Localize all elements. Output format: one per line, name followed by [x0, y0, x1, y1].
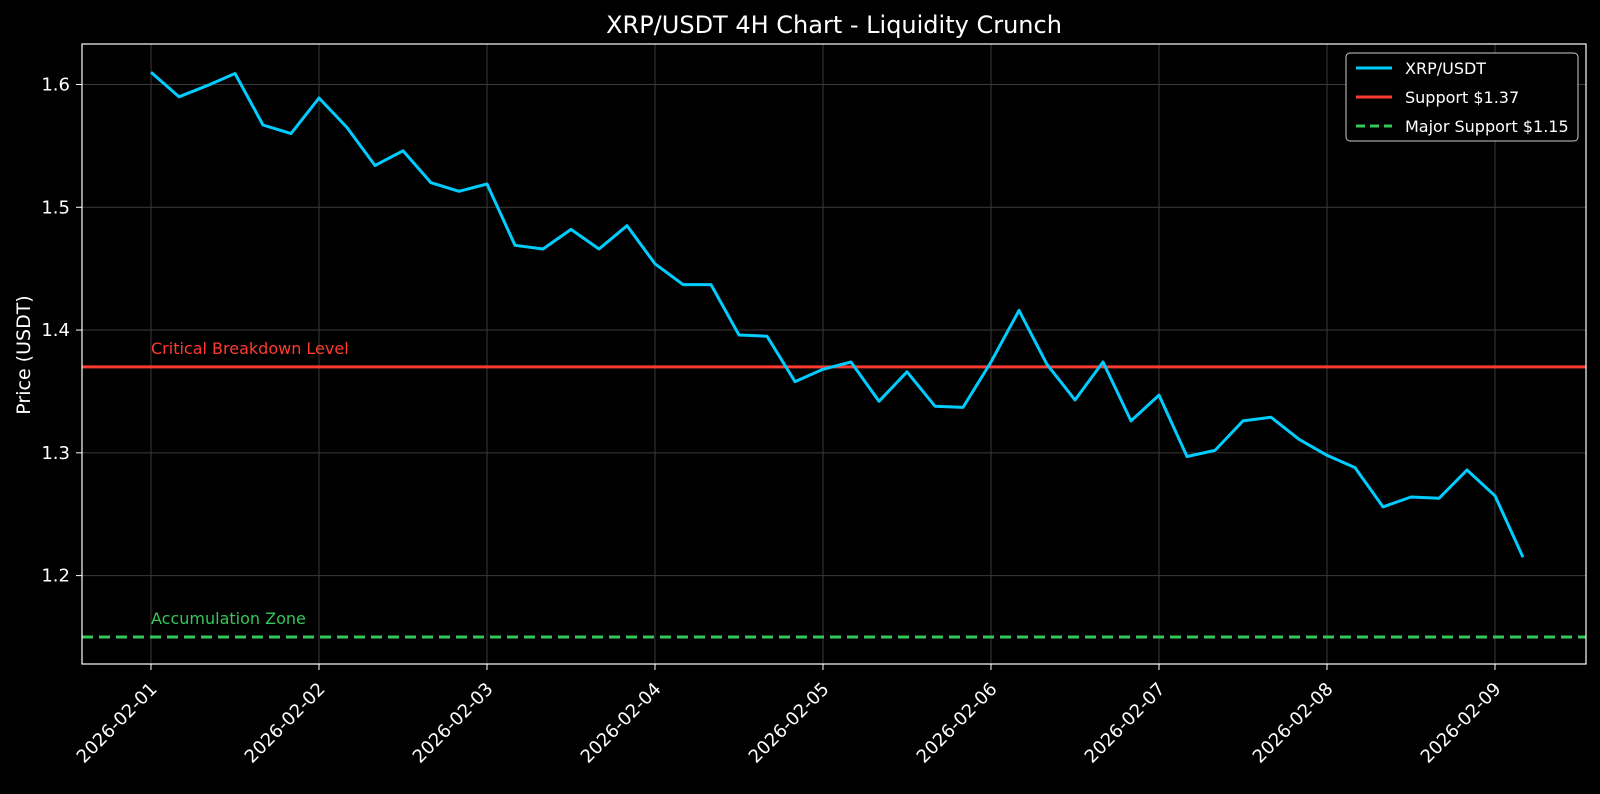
y-axis-ticks: 1.2 1.3 1.4 1.5 1.6 [41, 75, 82, 587]
plot-frame [81, 43, 1587, 665]
price-series [150, 71, 1525, 558]
legend: XRP/USDT Support $1.37 Major Support $1.… [1345, 52, 1579, 142]
legend-box [1345, 52, 1579, 142]
legend-label-major-support: Major Support $1.15 [1405, 117, 1569, 136]
y-axis-label: Price (USDT) [13, 295, 35, 414]
price-line [150, 71, 1525, 558]
y-tick-label: 1.3 [41, 443, 70, 464]
y-tick-label: 1.2 [41, 566, 70, 587]
legend-label-support: Support $1.37 [1405, 88, 1519, 107]
annotation-accumulation-zone: Accumulation Zone [151, 609, 306, 628]
y-tick-label: 1.5 [41, 197, 70, 218]
grid [82, 44, 1586, 664]
legend-label-price: XRP/USDT [1405, 59, 1486, 78]
y-tick-label: 1.4 [41, 320, 70, 341]
y-tick-label: 1.6 [41, 75, 70, 96]
annotation-critical-breakdown: Critical Breakdown Level [151, 339, 349, 358]
chart-title: XRP/USDT 4H Chart - Liquidity Crunch [606, 11, 1062, 39]
